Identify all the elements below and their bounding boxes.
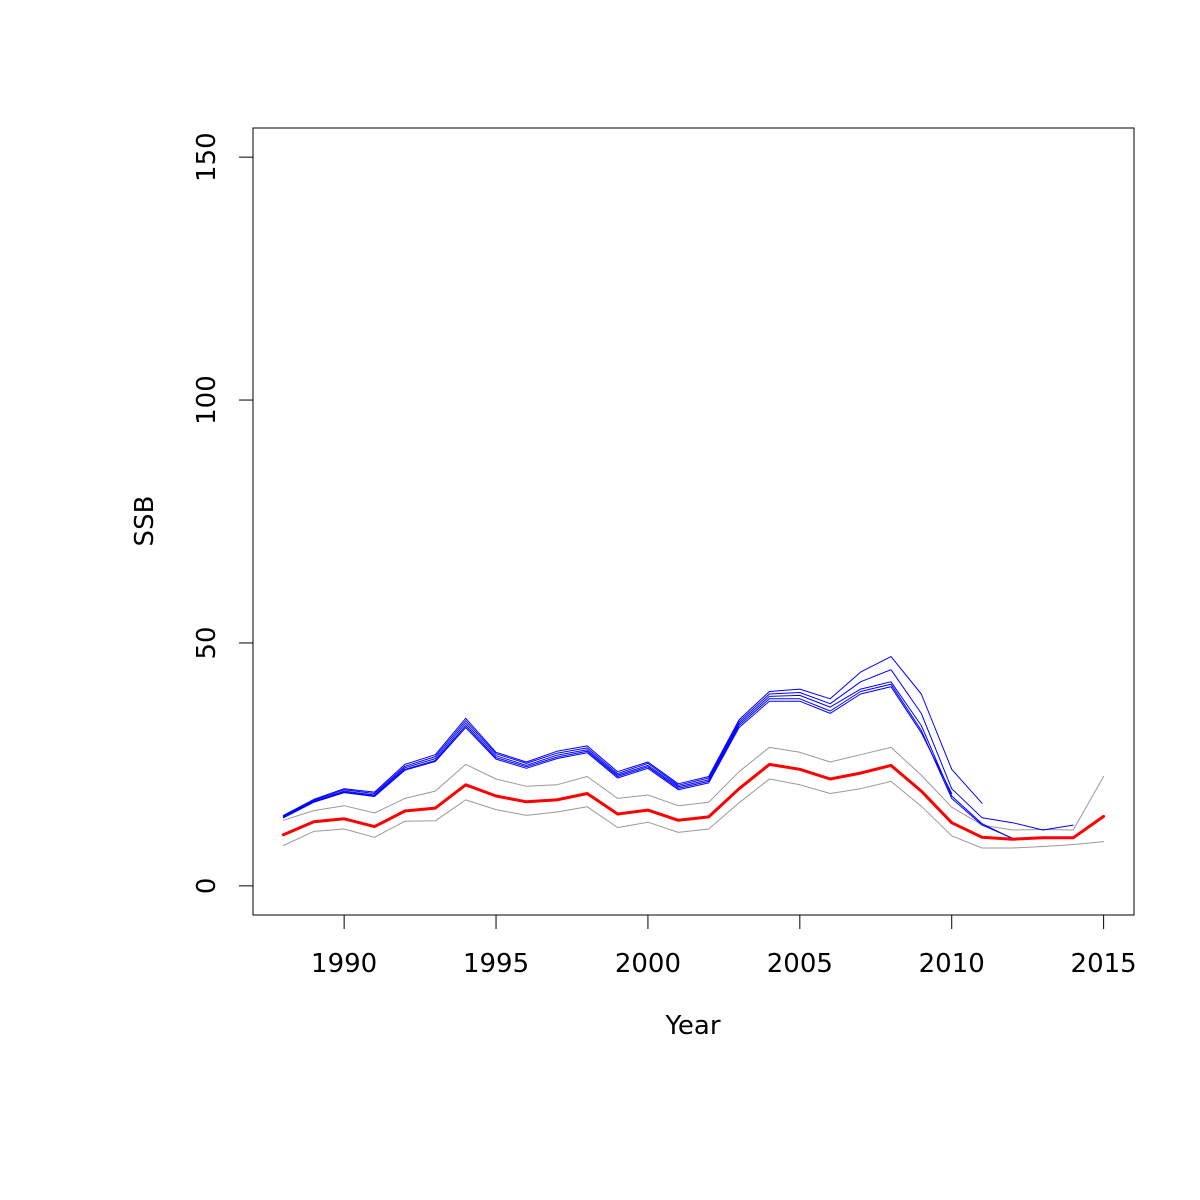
series-line-retrospective-3 <box>282 656 983 816</box>
series-line-retrospective-7 <box>282 686 953 819</box>
y-tick-label: 150 <box>192 132 222 182</box>
y-axis: 0 50 100 150 <box>192 132 254 895</box>
series-line-retrospective-5 <box>282 681 1013 840</box>
x-tick-label: 2015 <box>1071 949 1137 979</box>
y-axis-title: SSB <box>130 496 160 547</box>
x-tick-label: 2005 <box>767 949 833 979</box>
series-line-retrospective-6 <box>282 683 1013 839</box>
series-layer <box>281 656 1106 849</box>
plot-frame <box>252 127 1135 916</box>
x-tick-label: 1990 <box>311 949 377 979</box>
x-tick-label: 2000 <box>615 949 681 979</box>
x-tick-label: 1995 <box>463 949 529 979</box>
series-line-lower-bound-2 <box>282 778 1105 849</box>
series-line-retrospective-4 <box>282 669 1074 831</box>
y-tick-label: 100 <box>192 375 222 425</box>
y-tick-label: 50 <box>192 626 222 659</box>
series-line-estimate-0 <box>281 762 1106 841</box>
x-axis-title: Year <box>664 1011 720 1041</box>
y-tick-label: 0 <box>192 878 222 895</box>
x-tick-label: 2010 <box>919 949 985 979</box>
x-axis: 1990 1995 2000 2005 2010 2015 <box>311 914 1137 979</box>
series-line-upper-bound-1 <box>282 746 1105 831</box>
